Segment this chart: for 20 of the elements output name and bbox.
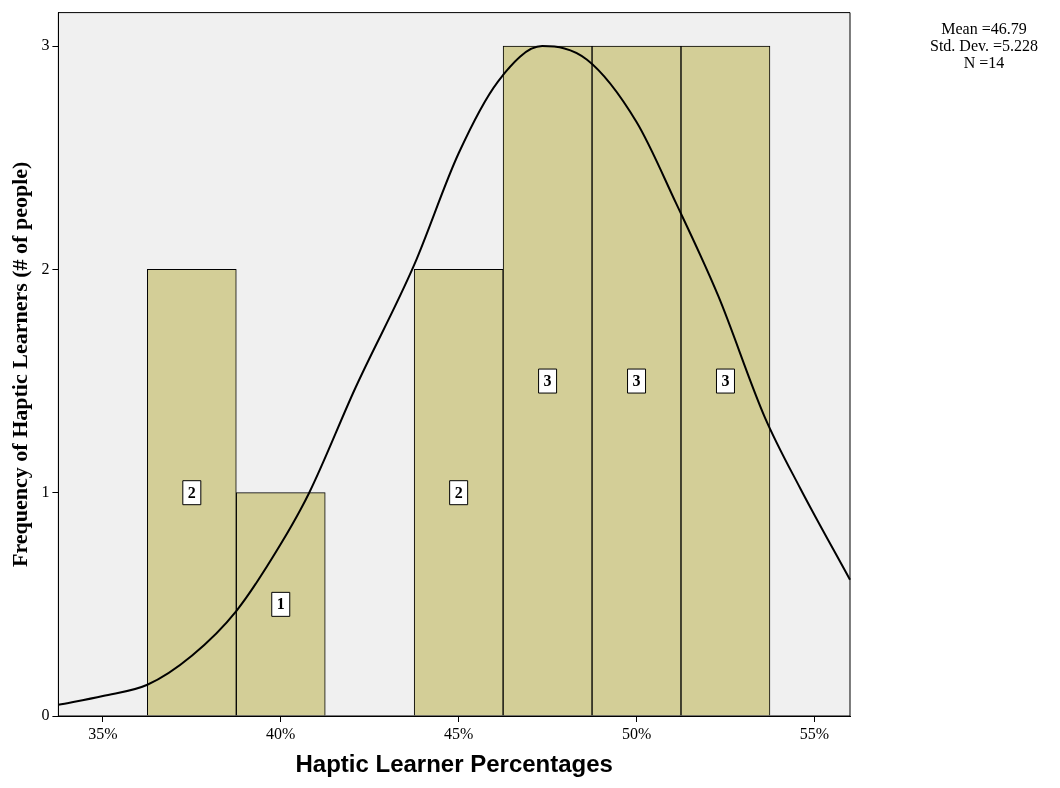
y-tick-label: 1: [41, 482, 50, 500]
x-tick-label: 40%: [266, 724, 296, 742]
data-label: 3: [543, 372, 552, 390]
data-label: 3: [632, 372, 641, 390]
x-tick-label: 45%: [443, 724, 474, 742]
x-tick-label: 50%: [621, 724, 652, 742]
x-axis-title: Haptic Learner Percentages: [295, 750, 613, 778]
y-tick-label: 2: [41, 259, 50, 277]
x-tick-label: 35%: [88, 724, 118, 742]
text: Mean =46.79: [940, 20, 1028, 37]
data-label: 2: [454, 483, 463, 501]
text: Std. Dev. =5.228: [930, 37, 1038, 54]
y-tick-label: 3: [41, 36, 50, 54]
y-axis-title: Frequency of Haptic Learners (# of people): [6, 161, 32, 567]
text: N =14: [962, 54, 1006, 71]
data-label: 2: [187, 483, 196, 501]
y-tick-label: 0: [41, 706, 50, 724]
x-tick-label: 55%: [799, 724, 830, 742]
data-label: 3: [721, 372, 730, 390]
data-label: 1: [276, 595, 285, 613]
